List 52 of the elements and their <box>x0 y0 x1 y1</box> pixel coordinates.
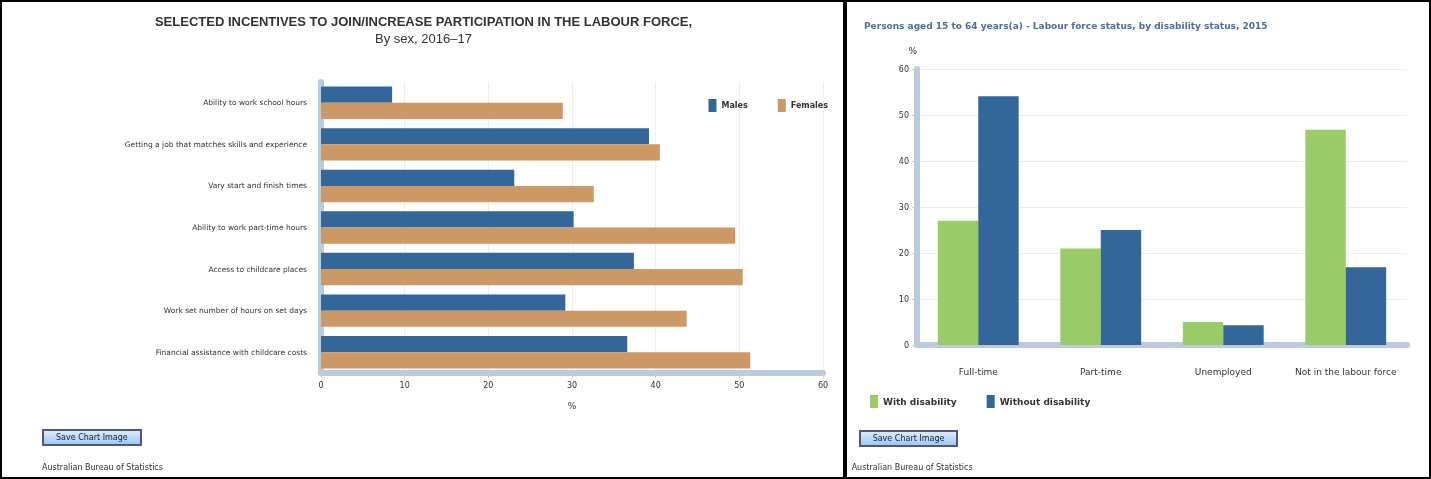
bar <box>321 227 736 244</box>
bar <box>321 169 515 186</box>
chart-title: Persons aged 15 to 64 years(a) - Labour force status, by disability status, 2015 <box>863 20 1268 31</box>
x-tick-label: Not in the labour force <box>1294 366 1397 377</box>
bar <box>1100 230 1141 345</box>
text: Australian Bureau of Statistics <box>851 463 973 472</box>
legend-label: Without disability <box>999 396 1091 407</box>
x-tick-label: 10 <box>399 380 410 390</box>
x-tick-label: 30 <box>566 380 578 390</box>
x-tick-label: Part-time <box>1079 366 1122 377</box>
text: Australian Bureau of Statistics <box>42 463 163 472</box>
x-tick-label: 40 <box>650 380 661 390</box>
bar <box>977 96 1019 345</box>
bar <box>321 294 566 311</box>
legend-label: Females <box>790 101 829 110</box>
bar <box>1304 129 1346 345</box>
bar <box>321 144 660 161</box>
x-tick-label: 60 <box>817 380 829 390</box>
bar <box>321 86 393 103</box>
bar <box>321 211 574 228</box>
chart-title: SELECTED INCENTIVES TO JOIN/INCREASE PARTICIPATION IN THE LABOUR FORCE, <box>154 14 693 29</box>
y-tick-label: 10 <box>898 294 909 304</box>
save-button: Save Chart Image <box>858 430 959 447</box>
bar <box>1182 322 1223 345</box>
x-tick-label: Unemployed <box>1194 366 1252 377</box>
y-tick-label: 30 <box>898 202 909 212</box>
bar <box>1222 325 1264 345</box>
bar <box>321 336 628 353</box>
chart-subtitle: By sex, 2016–17 <box>375 31 472 46</box>
bar <box>321 185 594 203</box>
y-tick-label: 60 <box>898 64 909 74</box>
x-tick-label: 50 <box>734 380 745 390</box>
bar <box>321 310 687 327</box>
legend-label: Males <box>721 101 749 110</box>
x-tick-label: 20 <box>483 380 494 390</box>
bar <box>321 269 743 286</box>
save-button: Save Chart Image <box>42 429 142 446</box>
bar <box>321 252 634 270</box>
bar <box>1059 248 1101 345</box>
x-tick-label: Full-time <box>958 366 998 377</box>
bar <box>321 102 563 119</box>
bar <box>937 220 978 345</box>
y-tick-label: 0 <box>903 340 909 350</box>
y-tick-label: 50 <box>898 110 909 120</box>
x-tick-label: 0 <box>318 380 324 390</box>
legend-label: With disability <box>882 396 957 407</box>
x-axis-title: % <box>567 400 577 411</box>
y-tick-label: 20 <box>898 248 909 258</box>
y-tick-label: 40 <box>898 156 909 166</box>
y-axis-title: % <box>908 45 918 56</box>
bar <box>1345 267 1386 345</box>
bar <box>321 128 649 145</box>
